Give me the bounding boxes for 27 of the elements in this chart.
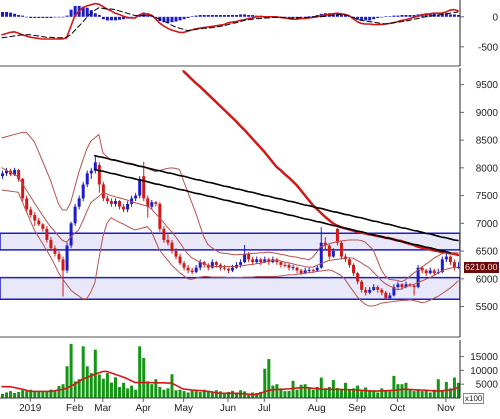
y-tick-label: 7500 <box>476 191 498 202</box>
y-tick-label: 7000 <box>476 218 498 230</box>
x-tick-label: Jul <box>258 403 271 414</box>
y-tick-label: 9000 <box>476 108 498 119</box>
y-tick-label: 6500 <box>476 246 498 258</box>
y-tick-label: 10000 <box>470 366 498 377</box>
y-tick-label: 5500 <box>476 302 498 313</box>
x-tick-label: Aug <box>308 403 326 414</box>
text: 6210.00 <box>464 262 499 272</box>
x-tick-label: May <box>174 403 194 414</box>
x-tick-label: Feb <box>66 403 84 414</box>
x-tick-label: Sep <box>348 403 366 414</box>
x-tick-label: Oct <box>390 403 406 414</box>
text: x100 <box>463 393 484 404</box>
y-tick-label: 8000 <box>476 163 498 174</box>
y-tick-label: 6000 <box>476 274 498 286</box>
x-tick-label: 2019 <box>19 403 42 414</box>
y-tick-label: 0 <box>492 12 498 24</box>
y-tick-label: 5000 <box>476 380 498 391</box>
x-tick-label: Jun <box>220 403 236 414</box>
x-tick-label: Mar <box>94 403 112 414</box>
y-tick-label: 15000 <box>470 352 498 364</box>
y-tick-label: 8500 <box>476 136 498 147</box>
x-tick-label: Apr <box>135 403 152 414</box>
x-tick-label: Nov <box>436 403 455 414</box>
y-tick-label: 9500 <box>476 80 498 92</box>
y-tick-label: -500 <box>478 42 498 54</box>
